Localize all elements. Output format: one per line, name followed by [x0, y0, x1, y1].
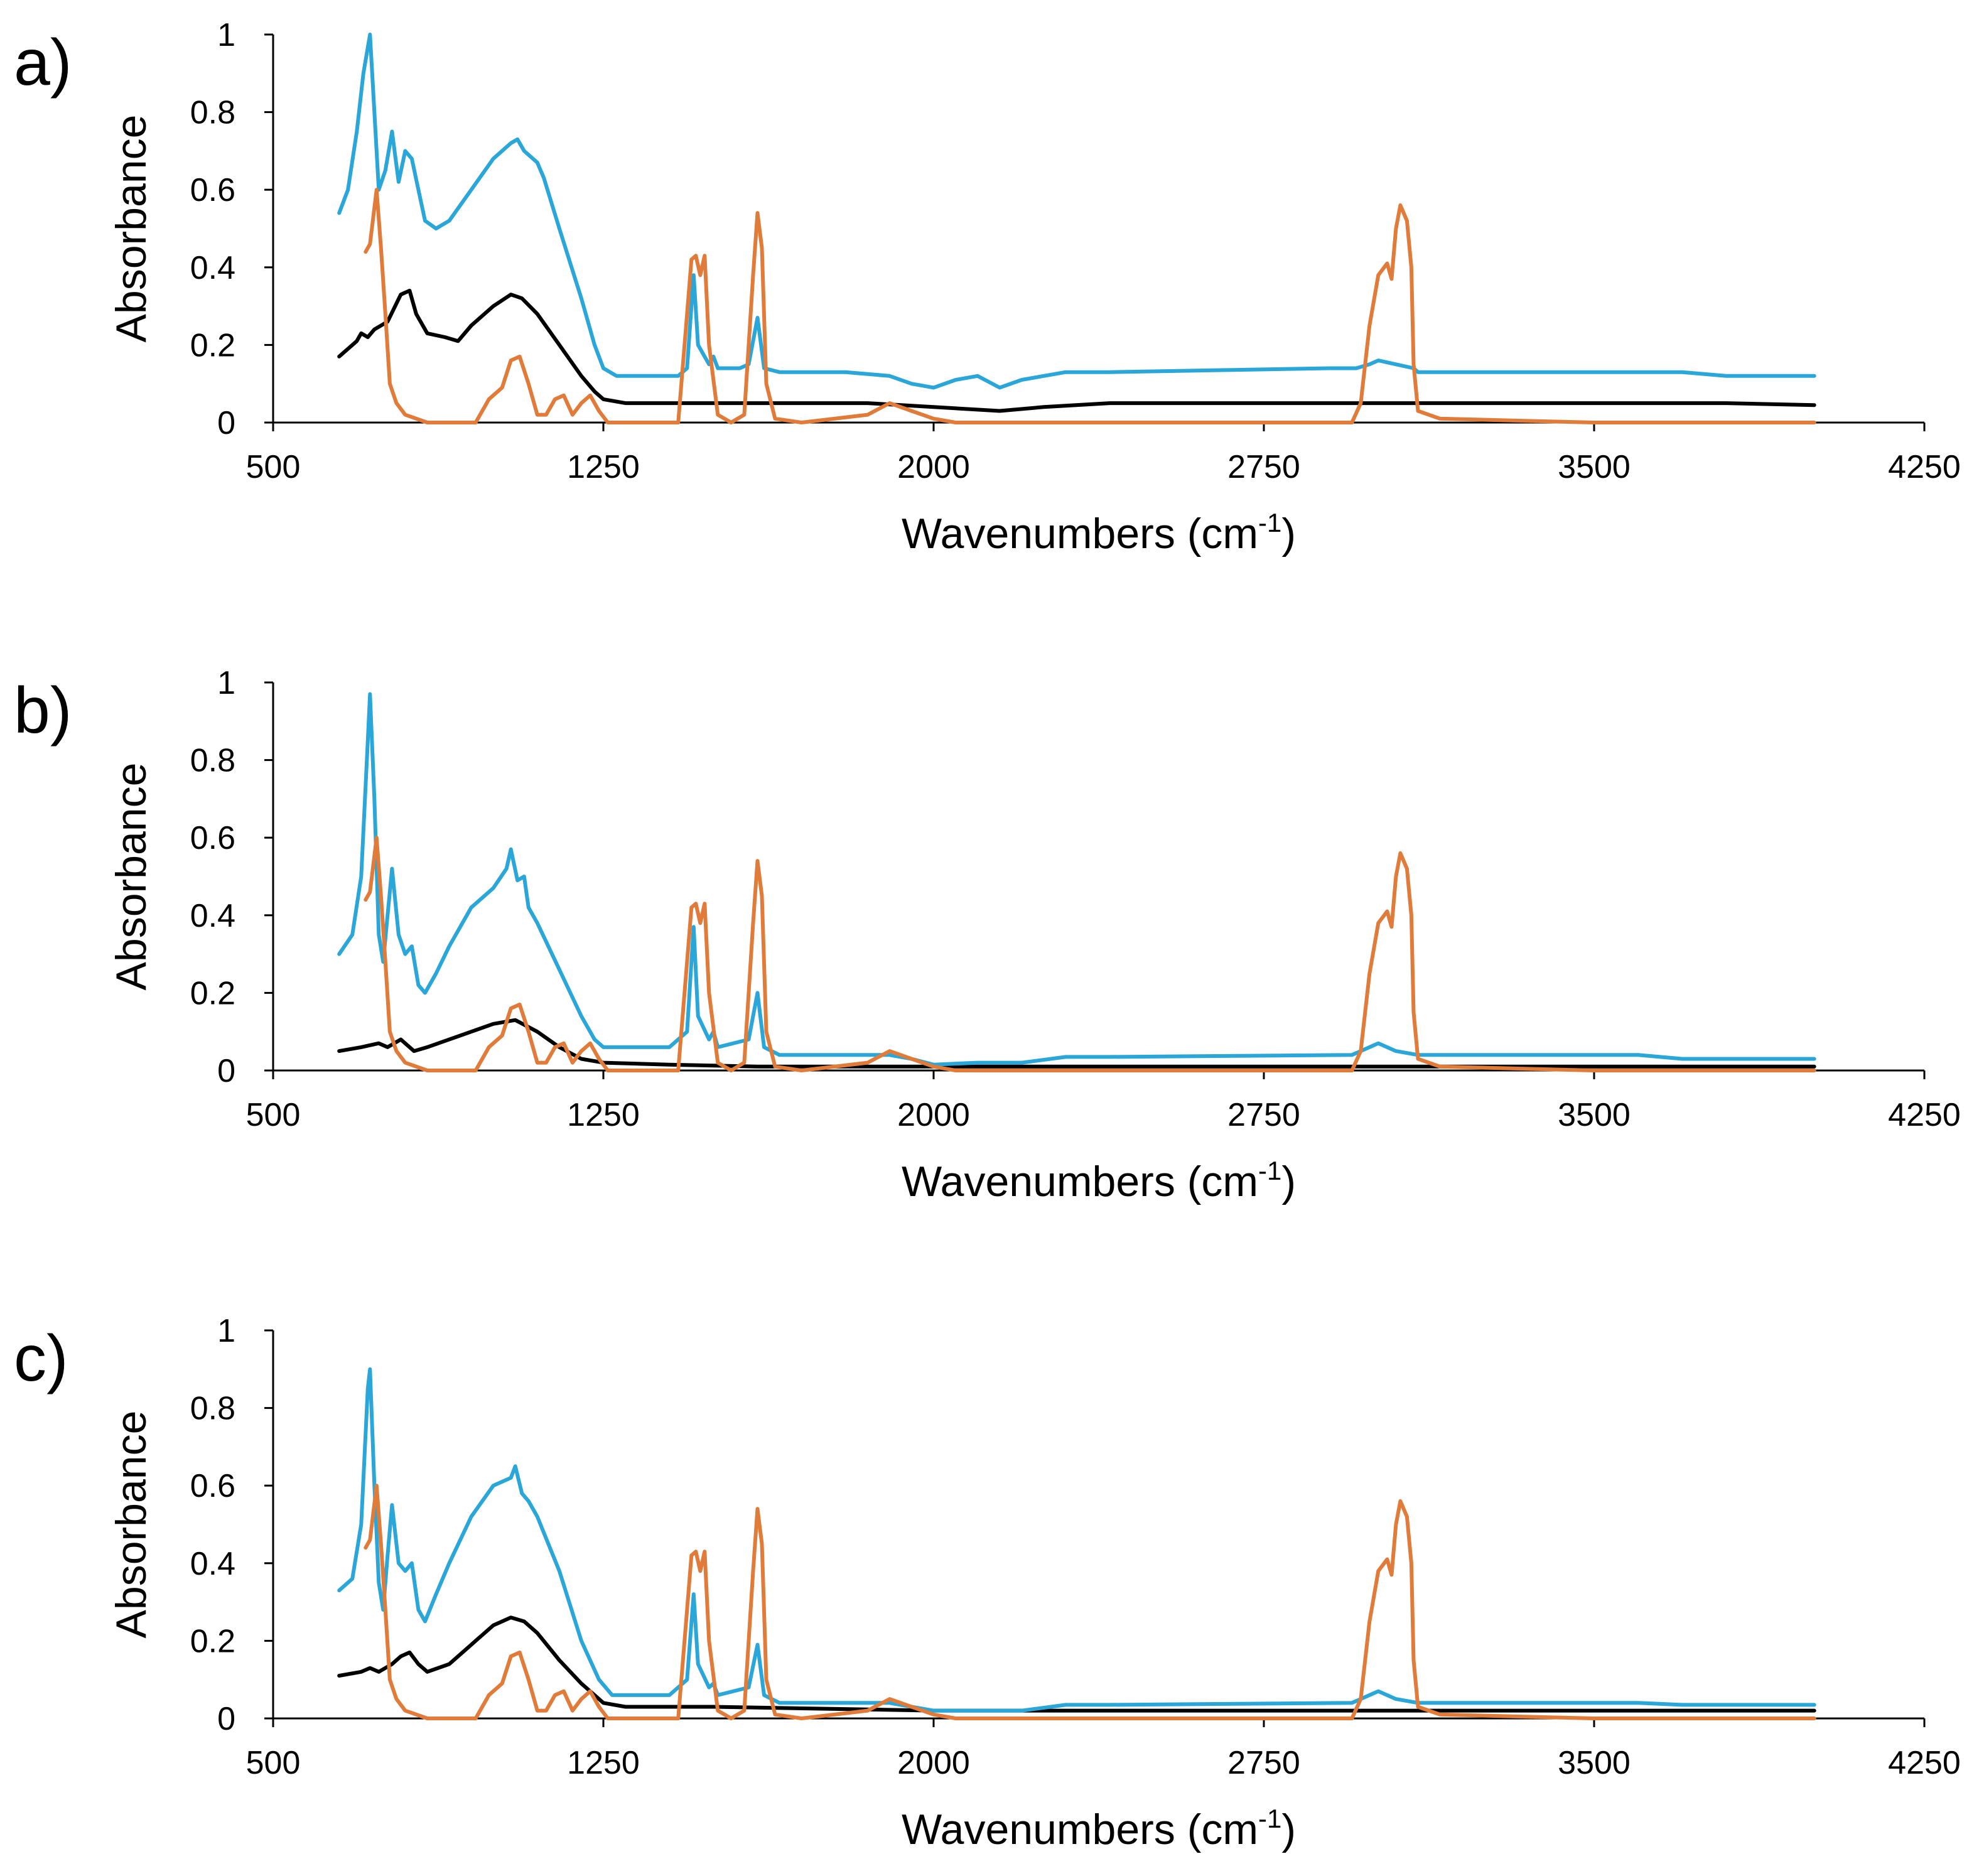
y-tick-label: 0.6: [190, 172, 235, 208]
x-axis-title-end: ): [1281, 1806, 1296, 1853]
x-tick-label: 1250: [567, 1745, 640, 1781]
x-tick-label: 1250: [567, 449, 640, 485]
x-axis-title-superscript: -1: [1258, 508, 1281, 537]
y-tick-label: 0: [217, 1701, 235, 1737]
y-tick-label: 0.4: [190, 898, 235, 934]
panel-label: a): [14, 26, 72, 99]
y-tick-label: 0.8: [190, 95, 235, 131]
series-line-blue: [337, 1367, 1816, 1713]
x-tick-label: 2000: [897, 449, 970, 485]
y-tick-label: 0.2: [190, 327, 235, 364]
x-tick-label: 2750: [1227, 1097, 1300, 1133]
series-line-black: [337, 288, 1816, 413]
y-tick-label: 0.4: [190, 250, 235, 286]
x-axis-title-superscript: -1: [1258, 1156, 1281, 1185]
x-tick-label: 2750: [1227, 449, 1300, 485]
series-line-blue: [337, 692, 1816, 1067]
y-tick-label: 1: [217, 1313, 235, 1349]
chart-panel-1: a) 0 0.2 0.4 0.6 0.8 1 500 1250 2000 2750 3500 4250 A…: [14, 17, 1961, 558]
y-tick-label: 0.8: [190, 1391, 235, 1427]
y-tick-label: 0.2: [190, 975, 235, 1011]
x-axis-title-superscript: -1: [1258, 1804, 1281, 1833]
y-axis-title: Absorbance: [107, 115, 155, 343]
y-tick-label: 0: [217, 405, 235, 441]
series-line-orange: [364, 836, 1816, 1072]
series-line-orange: [364, 1484, 1816, 1720]
series-line-black: [337, 1615, 1816, 1713]
x-axis-title-text: Wavenumbers (cm: [902, 1806, 1258, 1853]
x-tick-label: 4250: [1888, 1097, 1961, 1133]
series-line-orange: [364, 188, 1816, 424]
x-tick-label: 3500: [1558, 449, 1631, 485]
x-tick-label: 500: [246, 1745, 301, 1781]
x-axis-title-end: ): [1281, 1158, 1296, 1205]
x-tick-label: 500: [246, 449, 301, 485]
y-tick-label: 1: [217, 17, 235, 53]
x-tick-label: 1250: [567, 1097, 640, 1133]
panel-label: b): [14, 674, 72, 747]
x-tick-label: 4250: [1888, 449, 1961, 485]
series-line-blue: [337, 33, 1816, 390]
y-tick-label: 1: [217, 665, 235, 701]
y-tick-label: 0.6: [190, 1468, 235, 1504]
x-axis-title-text: Wavenumbers (cm: [902, 1158, 1258, 1205]
y-tick-label: 0.8: [190, 743, 235, 779]
x-axis-title: Wavenumbers (cm-1): [902, 1156, 1296, 1205]
y-axis-title: Absorbance: [107, 1411, 155, 1639]
y-tick-label: 0.6: [190, 820, 235, 856]
chart-panel-2: b) 0 0.2 0.4 0.6 0.8 1 500 1250 2000 2750 3500 4250 A…: [14, 665, 1961, 1205]
x-axis-title: Wavenumbers (cm-1): [902, 508, 1296, 558]
series-line-black: [337, 1018, 1816, 1069]
x-axis-title-text: Wavenumbers (cm: [902, 510, 1258, 558]
y-tick-label: 0.2: [190, 1623, 235, 1659]
x-tick-label: 2000: [897, 1745, 970, 1781]
x-tick-label: 4250: [1888, 1745, 1961, 1781]
panel-label: c): [14, 1322, 68, 1395]
x-tick-label: 3500: [1558, 1097, 1631, 1133]
y-axis-title: Absorbance: [107, 763, 155, 991]
y-tick-label: 0.4: [190, 1546, 235, 1582]
x-tick-label: 3500: [1558, 1745, 1631, 1781]
x-tick-label: 2750: [1227, 1745, 1300, 1781]
y-tick-label: 0: [217, 1053, 235, 1089]
x-tick-label: 500: [246, 1097, 301, 1133]
x-axis-title: Wavenumbers (cm-1): [902, 1804, 1296, 1853]
chart-panel-3: c) 0 0.2 0.4 0.6 0.8 1 500 1250 2000 2750 3500 4250 A…: [14, 1313, 1961, 1853]
x-tick-label: 2000: [897, 1097, 970, 1133]
x-axis-title-end: ): [1281, 510, 1296, 558]
